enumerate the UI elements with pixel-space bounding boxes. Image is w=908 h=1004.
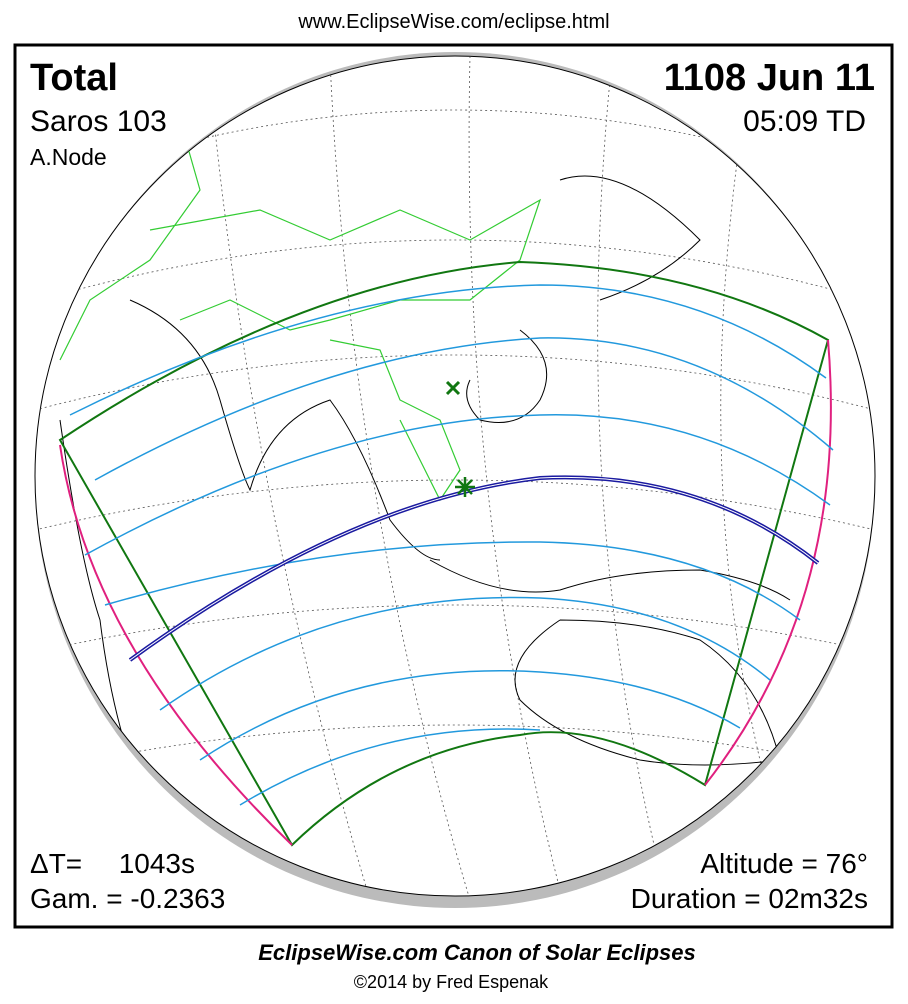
greatest-eclipse: [455, 477, 475, 497]
gamma: Gam. = -0.2363: [30, 883, 225, 914]
eclipse-date: 1108 Jun 11: [664, 57, 875, 99]
globe: [34, 55, 876, 897]
url: www.EclipseWise.com/eclipse.html: [297, 11, 609, 33]
sunset-curve: [704, 339, 832, 786]
coastlines: [59, 175, 791, 766]
frame: [13, 43, 894, 929]
sunrise-curve: [59, 444, 293, 846]
eclipse-type: Total: [30, 57, 118, 99]
eclipse-time: 05:09 TD: [743, 105, 866, 138]
saros: Saros 103: [30, 105, 167, 138]
penumbra-limit: [58, 260, 830, 847]
footer-title: EclipseWise.com Canon of Solar Eclipses: [258, 940, 696, 965]
copyright: ©2014 by Fred Espenak: [354, 972, 549, 992]
magnitude-lines: [69, 284, 834, 806]
sub-solar-point: [445, 380, 461, 396]
central-line-gap: [129, 476, 819, 661]
delta-t: 1043s: [119, 848, 195, 879]
map-layer: [35, 56, 875, 896]
node: A.Node: [30, 144, 107, 170]
duration: Duration = 02m32s: [631, 883, 868, 914]
delta-t-label: ΔT=: [30, 848, 82, 879]
altitude: Altitude = 76°: [700, 848, 868, 879]
